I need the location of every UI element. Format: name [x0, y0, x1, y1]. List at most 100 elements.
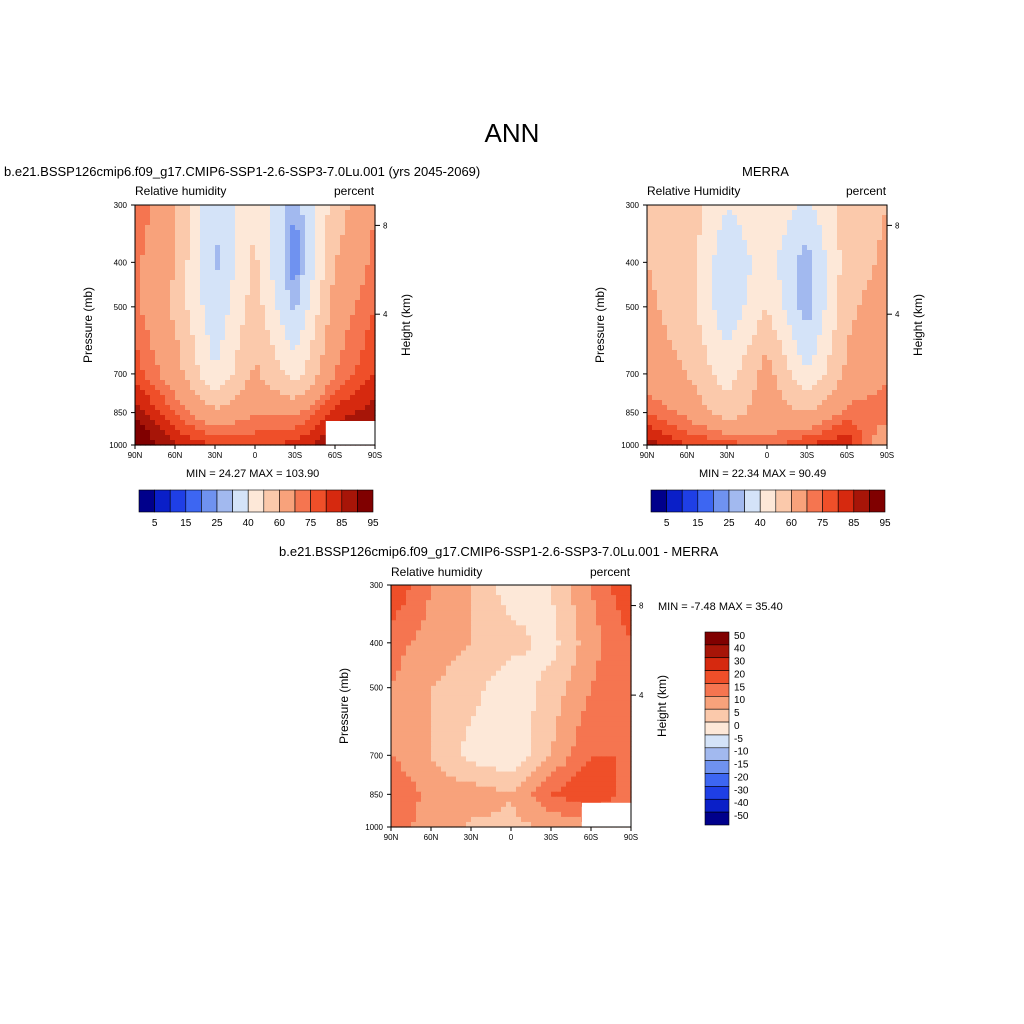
heat-cell — [752, 375, 758, 381]
heat-cell — [165, 365, 171, 371]
heat-cell — [747, 255, 753, 261]
heat-cell — [280, 360, 286, 366]
heat-cell — [762, 320, 768, 326]
heat-cell — [677, 415, 683, 421]
heat-cell — [145, 420, 151, 426]
heat-cell — [280, 310, 286, 316]
heat-cell — [355, 395, 361, 401]
heat-cell — [310, 355, 316, 361]
heat-cell — [672, 400, 678, 406]
heat-cell — [145, 250, 151, 256]
heat-cell — [722, 265, 728, 271]
heat-cell — [672, 350, 678, 356]
heat-cell — [757, 285, 763, 291]
heat-cell — [501, 590, 507, 596]
heat-cell — [777, 400, 783, 406]
heat-cell — [180, 355, 186, 361]
heat-cell — [205, 230, 211, 236]
heat-cell — [647, 410, 653, 416]
heat-cell — [822, 280, 828, 286]
heat-cell — [190, 270, 196, 276]
heat-cell — [506, 590, 512, 596]
heat-cell — [185, 310, 191, 316]
heat-cell — [320, 390, 326, 396]
heat-cell — [757, 395, 763, 401]
colorbar-label: 15 — [692, 518, 704, 529]
heat-cell — [300, 410, 306, 416]
heat-cell — [175, 410, 181, 416]
heat-cell — [662, 430, 668, 436]
heat-cell — [697, 355, 703, 361]
heat-cell — [692, 245, 698, 251]
heat-cell — [150, 435, 156, 441]
heat-cell — [672, 225, 678, 231]
heat-cell — [702, 440, 708, 446]
heat-cell — [857, 220, 863, 226]
heat-cell — [777, 270, 783, 276]
heat-cell — [230, 330, 236, 336]
heat-cell — [847, 305, 853, 311]
heat-cell — [320, 305, 326, 311]
heat-cell — [852, 210, 858, 216]
heat-cell — [596, 590, 602, 596]
heat-cell — [732, 360, 738, 366]
heat-cell — [687, 340, 693, 346]
heat-cell — [697, 225, 703, 231]
heat-cell — [837, 435, 843, 441]
heat-cell — [295, 385, 301, 391]
heat-cell — [370, 345, 376, 351]
heat-cell — [842, 395, 848, 401]
heat-cell — [697, 240, 703, 246]
heat-cell — [325, 275, 331, 281]
heat-cell — [546, 590, 552, 596]
heat-cell — [662, 220, 668, 226]
heat-cell — [195, 225, 201, 231]
heat-cell — [752, 270, 758, 276]
heat-cell — [245, 365, 251, 371]
heat-cell — [190, 235, 196, 241]
heat-cell — [290, 355, 296, 361]
heat-cell — [697, 230, 703, 236]
heat-cell — [245, 370, 251, 376]
heat-cell — [335, 370, 341, 376]
heat-cell — [350, 325, 356, 331]
heat-cell — [185, 270, 191, 276]
heat-cell — [150, 365, 156, 371]
heat-cell — [250, 390, 256, 396]
heat-cell — [240, 285, 246, 291]
heat-cell — [270, 290, 276, 296]
heat-cell — [396, 585, 402, 591]
heat-cell — [812, 245, 818, 251]
heat-cell — [511, 585, 517, 591]
heat-cell — [330, 380, 336, 386]
heat-cell — [822, 250, 828, 256]
heat-cell — [847, 220, 853, 226]
heat-cell — [842, 320, 848, 326]
heat-cell — [782, 295, 788, 301]
heat-cell — [340, 240, 346, 246]
heat-cell — [832, 375, 838, 381]
heat-cell — [245, 380, 251, 386]
heat-cell — [707, 405, 713, 411]
heat-cell — [802, 310, 808, 316]
heat-cell — [175, 300, 181, 306]
heat-cell — [340, 370, 346, 376]
heat-cell — [355, 260, 361, 266]
heat-cell — [677, 205, 683, 211]
heat-cell — [330, 330, 336, 336]
heat-cell — [777, 250, 783, 256]
heat-cell — [697, 330, 703, 336]
heat-cell — [652, 420, 658, 426]
heat-cell — [802, 415, 808, 421]
heat-cell — [335, 310, 341, 316]
heat-cell — [170, 390, 176, 396]
heat-cell — [275, 400, 281, 406]
heat-cell — [350, 265, 356, 271]
heat-cell — [245, 255, 251, 261]
heat-cell — [310, 360, 316, 366]
heat-cell — [727, 285, 733, 291]
heat-cell — [250, 380, 256, 386]
heat-cell — [842, 325, 848, 331]
heat-cell — [150, 410, 156, 416]
heat-cell — [295, 250, 301, 256]
